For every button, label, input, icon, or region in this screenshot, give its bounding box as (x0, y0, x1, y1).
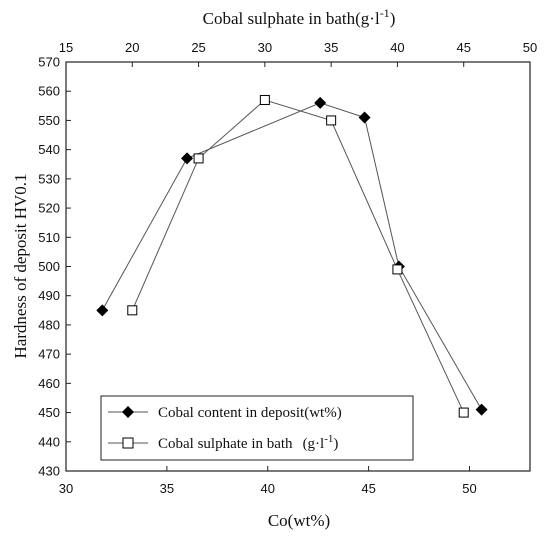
top-axis-title-superscript: -1 (380, 6, 390, 20)
y-tick-label: 560 (38, 84, 60, 99)
series-1-point (392, 264, 403, 275)
series-0-point (314, 96, 327, 109)
y-tick-label: 570 (38, 55, 60, 70)
y-tick-label: 520 (38, 201, 60, 216)
top-tick-label: 50 (523, 40, 537, 55)
y-tick-label: 470 (38, 347, 60, 362)
series-1-point (458, 407, 469, 418)
bottom-axis-title: Co(wt%) (268, 511, 330, 530)
legend-marker-square (122, 437, 134, 449)
series-1-point (326, 115, 337, 126)
top-tick-label: 20 (125, 40, 139, 55)
legend-label-bath: Cobal sulphate in bath (g·l-1) (158, 433, 338, 452)
y-tick-label: 510 (38, 230, 60, 245)
legend: Cobal content in deposit(wt%) Cobal sulp… (100, 395, 414, 461)
y-tick-label: 490 (38, 288, 60, 303)
bottom-tick-label: 45 (361, 481, 375, 496)
series-0-point (96, 304, 109, 317)
bottom-tick-label: 35 (160, 481, 174, 496)
y-tick-label: 460 (38, 376, 60, 391)
legend-marker-diamond (122, 406, 134, 418)
legend-label-deposit: Cobal content in deposit(wt%) (158, 405, 342, 421)
legend-box (100, 395, 414, 461)
y-axis-title: Hardness of deposit HV0.1 (11, 173, 30, 358)
bottom-tick-label: 30 (59, 481, 73, 496)
legend-label-bath-superscript: -1 (324, 433, 333, 445)
top-tick-label: 25 (191, 40, 205, 55)
series-layer (96, 94, 488, 418)
series-1-point (193, 153, 204, 164)
y-tick-label: 480 (38, 317, 60, 332)
y-tick-label: 450 (38, 405, 60, 420)
bottom-tick-label: 40 (261, 481, 275, 496)
top-tick-label: 45 (456, 40, 470, 55)
y-tick-label: 440 (38, 434, 60, 449)
top-axis: 15 20 25 30 35 40 45 50 (59, 40, 537, 67)
series-1-point (259, 94, 270, 105)
bottom-tick-label: 50 (462, 481, 476, 496)
y-tick-label: 540 (38, 142, 60, 157)
y-tick-label: 550 (38, 113, 60, 128)
top-tick-label: 15 (59, 40, 73, 55)
top-tick-label: 30 (258, 40, 272, 55)
top-tick-label: 40 (390, 40, 404, 55)
series-0-point (475, 403, 488, 416)
top-tick-label: 35 (324, 40, 338, 55)
y-tick-label: 500 (38, 259, 60, 274)
y-tick-label: 430 (38, 464, 60, 479)
y-tick-label: 530 (38, 171, 60, 186)
y-axis: 430 440 450 460 470 480 490 500 510 520 530 540 550 5… (38, 55, 71, 479)
series-0-point (181, 152, 194, 165)
series-1-line (131, 99, 465, 413)
series-0-point (358, 111, 371, 124)
series-0-line (101, 102, 483, 410)
top-axis-title: Cobal sulphate in bath(g·l-1) (203, 6, 396, 28)
bottom-axis: 30 35 40 45 50 (59, 466, 477, 496)
series-1-point (127, 305, 138, 316)
